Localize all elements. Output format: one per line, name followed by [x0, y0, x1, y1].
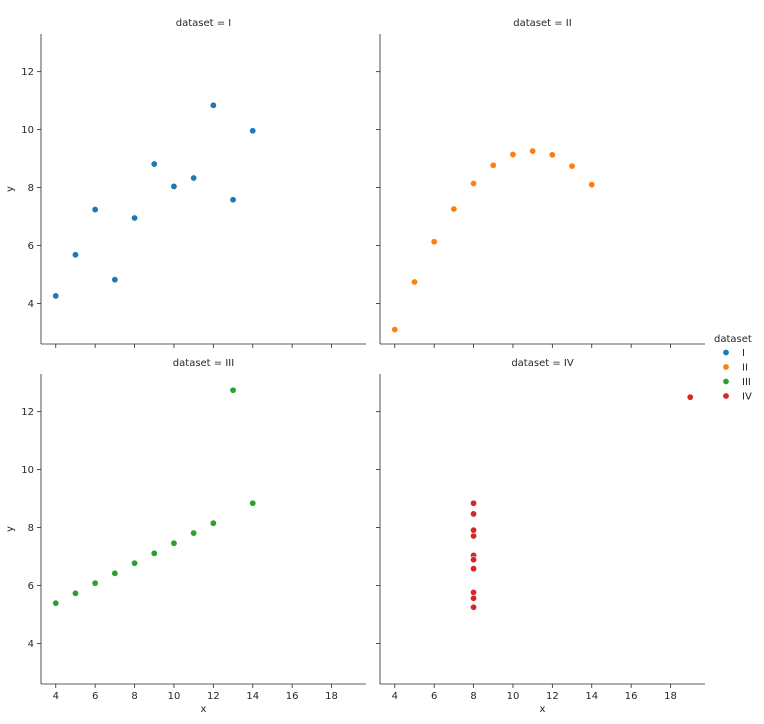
x-tick-label: 4 [53, 691, 59, 702]
legend-marker [722, 348, 730, 356]
data-point [209, 101, 217, 109]
data-point [509, 151, 517, 159]
data-point [489, 161, 497, 169]
data-point [229, 386, 237, 394]
data-point [52, 599, 60, 607]
x-tick-label: 16 [286, 691, 299, 702]
data-point [470, 510, 478, 518]
x-axis-label: x [540, 704, 546, 715]
data-point [568, 162, 576, 170]
x-tick-label: 10 [168, 691, 181, 702]
data-point [470, 179, 478, 187]
data-point [470, 532, 478, 540]
data-point [170, 182, 178, 190]
legend-label: III [742, 377, 751, 388]
x-tick-label: 14 [585, 691, 598, 702]
x-axis-label: x [201, 704, 207, 715]
y-axis-label: y [5, 186, 16, 192]
y-tick-label: 6 [28, 241, 34, 252]
data-point [190, 174, 198, 182]
data-point [229, 196, 237, 204]
x-tick-label: 6 [431, 691, 437, 702]
y-tick-label: 8 [28, 523, 34, 534]
y-tick-label: 10 [21, 125, 34, 136]
y-tick-label: 4 [28, 639, 34, 650]
data-point [470, 603, 478, 611]
x-tick-label: 18 [325, 691, 338, 702]
panel-3: dataset = III 4 6 8 10 12 4 6 8 10 12 14 16 18 y x [5, 358, 366, 715]
legend-marker [722, 377, 730, 385]
data-point [450, 205, 458, 213]
x-tick-label: 16 [625, 691, 638, 702]
y-tick-label: 10 [21, 465, 34, 476]
data-point [190, 529, 198, 537]
y-tick-label: 12 [21, 67, 34, 78]
data-point [111, 569, 119, 577]
legend-marker [722, 363, 730, 371]
data-point [470, 588, 478, 596]
legend-label: I [742, 348, 745, 359]
x-tick-label: 10 [507, 691, 520, 702]
data-point [71, 251, 79, 259]
data-point [529, 147, 537, 155]
data-point [111, 276, 119, 284]
data-point [131, 559, 139, 567]
data-point [470, 556, 478, 564]
y-tick-label: 8 [28, 183, 34, 194]
legend-label: IV [742, 392, 752, 403]
data-point [430, 238, 438, 246]
data-point [410, 278, 418, 286]
legend-label: II [742, 363, 748, 374]
data-point [71, 589, 79, 597]
data-point [249, 499, 257, 507]
data-point [91, 579, 99, 587]
y-tick-label: 12 [21, 407, 34, 418]
panel-title: dataset = II [513, 18, 571, 29]
data-point [52, 292, 60, 300]
panel-2: dataset = II [376, 18, 705, 348]
legend-title: dataset [714, 334, 752, 345]
panel-4: dataset = IV 4 6 8 10 12 14 16 18 x [376, 358, 705, 715]
panel-title: dataset = I [176, 18, 232, 29]
x-tick-label: 18 [664, 691, 677, 702]
x-tick-label: 8 [131, 691, 137, 702]
legend-marker [722, 392, 730, 400]
data-point [150, 160, 158, 168]
data-point [249, 127, 257, 135]
x-tick-label: 4 [392, 691, 398, 702]
panel-title: dataset = III [173, 358, 234, 369]
x-tick-label: 6 [92, 691, 98, 702]
data-point [209, 519, 217, 527]
data-point [686, 393, 694, 401]
x-tick-label: 12 [546, 691, 559, 702]
panel-title: dataset = IV [511, 358, 573, 369]
data-point [588, 181, 596, 189]
y-axis-label: y [5, 526, 16, 532]
data-point [91, 206, 99, 214]
data-point [548, 151, 556, 159]
data-point [170, 539, 178, 547]
data-point [150, 549, 158, 557]
data-point [470, 565, 478, 573]
x-tick-label: 14 [246, 691, 259, 702]
x-tick-label: 12 [207, 691, 220, 702]
data-point [470, 499, 478, 507]
data-point [470, 526, 478, 534]
x-tick-label: 8 [470, 691, 476, 702]
y-tick-label: 6 [28, 581, 34, 592]
data-point [391, 326, 399, 334]
data-point [131, 214, 139, 222]
data-point [470, 594, 478, 602]
panel-1: dataset = I 4 6 8 10 12 y [5, 18, 366, 348]
y-tick-label: 4 [28, 299, 34, 310]
